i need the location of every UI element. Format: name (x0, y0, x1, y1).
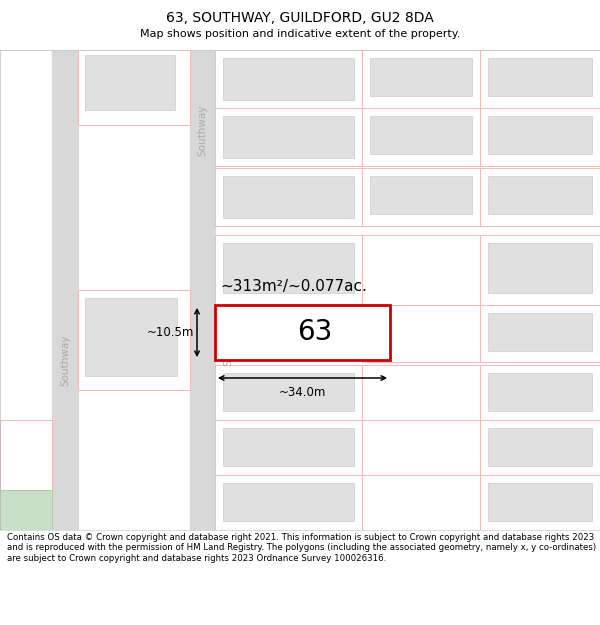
Bar (78, 50, 190, 125)
Bar (223, 176, 354, 218)
Text: Map shows position and indicative extent of the property.: Map shows position and indicative extent… (140, 29, 460, 39)
Bar (223, 483, 354, 521)
Bar (362, 168, 480, 226)
Bar (362, 475, 480, 532)
Bar (362, 365, 480, 422)
Bar (488, 313, 592, 351)
Bar (488, 483, 592, 521)
Bar (215, 50, 362, 108)
Bar (223, 116, 354, 158)
Bar (223, 428, 354, 466)
Bar (215, 365, 362, 420)
Bar (215, 305, 390, 360)
Text: Contains OS data © Crown copyright and database right 2021. This information is : Contains OS data © Crown copyright and d… (7, 533, 596, 562)
Text: Southway: Southway (60, 334, 70, 386)
Text: ~34.0m: ~34.0m (279, 386, 326, 399)
Text: 63: 63 (297, 319, 332, 346)
Bar (223, 243, 354, 293)
Bar (480, 475, 600, 532)
Text: Southway: Southway (223, 314, 233, 366)
Bar (480, 108, 600, 166)
Bar (362, 108, 480, 166)
Bar (480, 50, 600, 108)
Text: ~10.5m: ~10.5m (146, 326, 194, 339)
Bar (362, 235, 480, 305)
Bar (362, 420, 480, 477)
Bar (488, 373, 592, 411)
Bar (362, 50, 480, 108)
Bar (370, 58, 472, 96)
Bar (215, 475, 362, 530)
Text: ~313m²/~0.077ac.: ~313m²/~0.077ac. (220, 279, 367, 294)
Bar (480, 305, 600, 362)
Bar (488, 428, 592, 466)
Bar (215, 108, 362, 166)
Polygon shape (52, 50, 78, 530)
Bar (488, 58, 592, 96)
Text: Southway: Southway (197, 104, 207, 156)
Bar (78, 290, 190, 390)
Bar (488, 116, 592, 154)
Bar (223, 58, 354, 100)
Bar (85, 298, 177, 376)
Bar (480, 365, 600, 422)
Polygon shape (190, 50, 215, 530)
Bar (223, 373, 354, 411)
Bar (0, 490, 52, 530)
Bar (480, 235, 600, 305)
Bar (370, 116, 472, 154)
Bar (85, 55, 175, 110)
Bar (480, 420, 600, 477)
Bar (215, 168, 362, 226)
Text: 63, SOUTHWAY, GUILDFORD, GU2 8DA: 63, SOUTHWAY, GUILDFORD, GU2 8DA (166, 11, 434, 25)
Bar (488, 176, 592, 214)
Bar (215, 235, 362, 305)
Bar (215, 420, 362, 475)
Bar (480, 168, 600, 226)
Bar (362, 305, 480, 362)
Bar (0, 420, 52, 490)
Bar (370, 176, 472, 214)
Bar (488, 243, 592, 293)
